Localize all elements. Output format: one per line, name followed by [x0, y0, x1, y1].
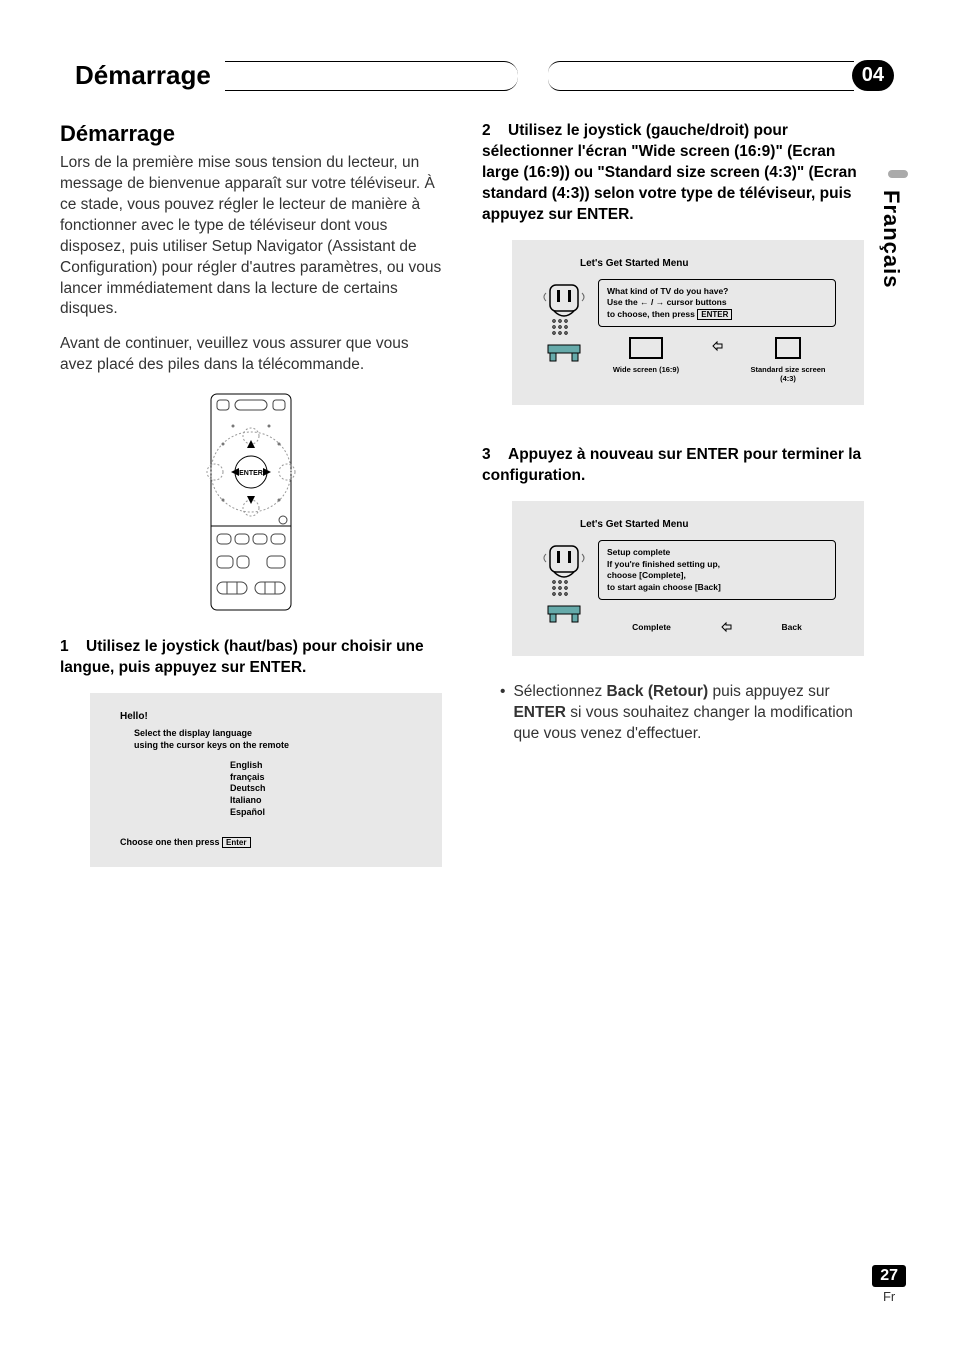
device-icon	[540, 279, 588, 365]
setup-line2: If you're finished setting up,	[607, 559, 827, 570]
screenshot-setup-complete: Let's Get Started Menu	[512, 501, 864, 656]
wide-tv-icon	[629, 337, 663, 359]
lang-option: Español	[230, 807, 412, 819]
screenshot-3-body: Setup complete If you're finished settin…	[540, 540, 836, 634]
standard-tv-icon	[775, 337, 801, 359]
chapter-number-badge: 04	[852, 60, 894, 91]
section-title: Démarrage	[60, 121, 442, 147]
page: Démarrage 04 Français Démarrage Lors de …	[0, 0, 954, 1352]
lang-option: Deutsch	[230, 783, 412, 795]
step-3: 3Appuyez à nouveau sur ENTER pour termin…	[482, 445, 864, 487]
intro-paragraph-2: Avant de continuer, veuillez vous assure…	[60, 334, 442, 376]
wide-label: Wide screen (16:9)	[602, 365, 690, 383]
step-2-text: Utilisez le joystick (gauche/droit) pour…	[482, 122, 857, 223]
get-started-title-1: Let's Get Started Menu	[580, 258, 836, 269]
lang-option: English	[230, 760, 412, 772]
pointer-hand-icon	[710, 337, 724, 363]
screenshot-tv-type: Let's Get Started Menu	[512, 240, 864, 406]
step-1-number: 1	[60, 637, 86, 658]
page-lang-code: Fr	[872, 1289, 906, 1304]
arrow-right-icon: →	[656, 297, 667, 307]
tv-q-line3: to choose, then press ENTER	[607, 309, 827, 321]
setup-line3: choose [Complete],	[607, 570, 827, 581]
standard-label: Standard size screen (4:3)	[744, 365, 832, 383]
pointer-hand-icon	[719, 620, 733, 634]
left-column: Démarrage Lors de la première mise sous …	[60, 121, 442, 867]
screenshot-2-body: What kind of TV do you have? Use the ← /…	[540, 279, 836, 384]
setup-line1: Setup complete	[607, 547, 827, 558]
svg-text:ENTER: ENTER	[239, 470, 263, 477]
bullet-icon: •	[500, 682, 505, 745]
header-rule-right	[560, 61, 853, 91]
screenshot-language-select: Hello! Select the display language using…	[90, 693, 442, 866]
hello-label: Hello!	[120, 711, 412, 722]
step-2-number: 2	[482, 121, 508, 142]
page-number-block: 27 Fr	[872, 1265, 906, 1304]
back-note-text: Sélectionnez Back (Retour) puis appuyez …	[513, 682, 864, 745]
tv-type-panel: What kind of TV do you have? Use the ← /…	[598, 279, 836, 384]
lang-instruction-2: using the cursor keys on the remote	[134, 740, 412, 750]
step-3-number: 3	[482, 445, 508, 466]
device-icon	[540, 540, 588, 626]
lang-instruction-1: Select the display language	[134, 728, 412, 738]
chapter-title: Démarrage	[71, 60, 227, 91]
right-column: 2Utilisez le joystick (gauche/droit) pou…	[482, 121, 894, 867]
step-1-text: Utilisez le joystick (haut/bas) pour cho…	[60, 638, 424, 676]
intro-paragraph-1: Lors de la première mise sous tension du…	[60, 153, 442, 320]
press-enter-line: Choose one then press Enter	[120, 837, 412, 847]
tv-q-line2: Use the ← / → cursor buttons	[607, 297, 827, 308]
chapter-header: Démarrage 04	[60, 60, 894, 91]
enter-key-icon: ENTER	[697, 309, 732, 320]
back-note-bullet: • Sélectionnez Back (Retour) puis appuye…	[500, 682, 864, 745]
two-column-layout: Démarrage Lors de la première mise sous …	[60, 121, 894, 867]
step-2: 2Utilisez le joystick (gauche/droit) pou…	[482, 121, 864, 226]
standard-screen-option	[744, 337, 832, 363]
complete-back-row: Complete Back	[598, 620, 836, 634]
tv-q-line1: What kind of TV do you have?	[607, 286, 827, 297]
lang-option: Italiano	[230, 795, 412, 807]
setup-line4: to start again choose [Back]	[607, 582, 827, 593]
back-label: Back	[782, 622, 802, 632]
tv-options-row	[598, 337, 836, 363]
remote-svg: ENTER	[181, 392, 321, 612]
complete-label: Complete	[632, 622, 671, 632]
remote-illustration: ENTER	[60, 392, 442, 617]
side-tab-marker	[888, 170, 908, 178]
language-side-tab: Français	[878, 190, 904, 289]
screenshot-1-inner: Hello! Select the display language using…	[120, 711, 412, 846]
tv-type-text-box: What kind of TV do you have? Use the ← /…	[598, 279, 836, 328]
header-rule-mid-left	[225, 61, 518, 91]
lang-option: français	[230, 772, 412, 784]
step-3-text: Appuyez à nouveau sur ENTER pour termine…	[482, 446, 861, 484]
enter-key-icon: Enter	[222, 837, 250, 848]
wide-screen-option	[602, 337, 690, 363]
press-text: Choose one then press	[120, 837, 220, 847]
tv-options-labels: Wide screen (16:9) Standard size screen …	[598, 365, 836, 383]
page-number: 27	[872, 1265, 906, 1287]
step-1: 1Utilisez le joystick (haut/bas) pour ch…	[60, 637, 442, 679]
language-list: English français Deutsch Italiano Españo…	[230, 760, 412, 818]
arrow-left-icon: ←	[640, 297, 651, 307]
get-started-title-2: Let's Get Started Menu	[580, 519, 836, 530]
setup-complete-panel: Setup complete If you're finished settin…	[598, 540, 836, 634]
setup-complete-text-box: Setup complete If you're finished settin…	[598, 540, 836, 600]
header-rule-right-stub	[548, 61, 560, 91]
